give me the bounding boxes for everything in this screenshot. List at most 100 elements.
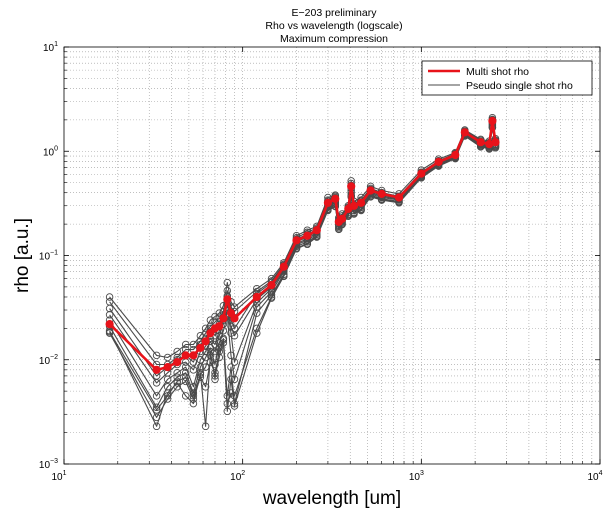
data-point (181, 373, 190, 381)
y-tick-label: 10−3 (39, 458, 58, 471)
series-line (109, 117, 497, 359)
data-point (206, 347, 215, 356)
data-point (196, 363, 205, 371)
data-point (230, 358, 239, 366)
data-point (196, 370, 205, 379)
data-point (206, 316, 215, 324)
data-point (163, 363, 172, 372)
data-point (201, 363, 210, 371)
data-point (357, 206, 365, 215)
data-point (105, 311, 114, 319)
data-point (267, 281, 276, 290)
x-tick-label: 102 (230, 470, 245, 483)
data-point (292, 236, 301, 245)
y-tick-label: 101 (43, 41, 58, 54)
data-point (201, 337, 210, 346)
data-point (223, 407, 232, 416)
data-point (211, 375, 219, 384)
data-point (105, 293, 114, 301)
data-point (181, 340, 190, 349)
data-point (253, 329, 261, 337)
data-point (152, 406, 161, 414)
x-tick-label: 101 (51, 470, 66, 483)
data-point (252, 292, 261, 302)
data-point (163, 375, 172, 384)
data-point (223, 286, 232, 295)
data-point (253, 309, 261, 317)
data-point (152, 351, 161, 360)
data-point (201, 383, 210, 391)
grid (64, 47, 600, 464)
data-point (377, 189, 386, 198)
data-point (451, 150, 460, 160)
data-point (417, 169, 426, 178)
data-point (189, 399, 198, 408)
data-point (152, 365, 161, 374)
data-point (323, 198, 332, 207)
y-tick-label: 10−1 (39, 250, 58, 263)
data-point (347, 182, 356, 191)
data-point (196, 343, 205, 352)
y-tick-label: 10−2 (39, 354, 58, 367)
data-point (219, 336, 228, 344)
data-point (303, 240, 312, 249)
data-point (338, 214, 347, 223)
series-line (109, 127, 497, 412)
data-point (189, 351, 198, 360)
data-point (280, 272, 288, 281)
x-axis-label: wavelength [um] (262, 488, 401, 509)
legend: Multi shot rho Pseudo single shot rho (421, 60, 593, 96)
series-line (108, 119, 497, 372)
series-multi-shot (105, 116, 500, 374)
data-point (105, 298, 114, 306)
data-point (181, 392, 190, 400)
data-point (201, 422, 210, 431)
data-point (173, 347, 181, 356)
axis-ticks: 101 102 103 104 10−3 10−2 10−1 100 101 (39, 41, 603, 483)
data-point (105, 320, 114, 329)
data-point (105, 304, 114, 313)
data-point (230, 314, 239, 323)
data-point (223, 278, 232, 287)
data-point (181, 369, 190, 377)
data-point (303, 231, 312, 240)
chart-title-line-2: Rho vs wavelength (logscale) (265, 20, 402, 32)
data-point (163, 392, 172, 400)
legend-label: Pseudo single shot rho (466, 80, 573, 92)
data-point (227, 329, 235, 337)
data-point (223, 295, 232, 304)
data-point (349, 201, 359, 210)
series-pseudo-single-shot-9 (105, 124, 500, 416)
data-point (227, 351, 235, 360)
chart-title-line-3: Maximum compression (280, 33, 388, 45)
data-point (253, 303, 261, 311)
chart-title: E−203 preliminary Rho vs wavelength (log… (265, 7, 402, 45)
data-point (173, 369, 181, 377)
data-point (476, 138, 485, 147)
data-point (189, 392, 198, 400)
data-point (230, 402, 239, 410)
series-line (109, 126, 497, 418)
data-point (215, 322, 224, 331)
data-point (105, 328, 114, 336)
data-point (173, 358, 182, 367)
x-tick-label: 103 (409, 470, 424, 483)
data-point (152, 422, 161, 431)
data-point (152, 379, 161, 387)
data-point (357, 198, 366, 207)
data-point (331, 194, 340, 203)
data-point (312, 226, 321, 235)
data-point (460, 128, 469, 137)
y-axis-label: rho [a.u.] (12, 218, 33, 293)
data-point (196, 356, 205, 364)
data-point (491, 138, 500, 147)
data-point (434, 157, 443, 166)
series-layer (105, 113, 500, 431)
data-point (189, 366, 198, 374)
series-line (109, 124, 497, 408)
data-point (219, 326, 228, 335)
data-point (366, 186, 375, 195)
data-point (227, 375, 235, 384)
data-point (488, 116, 497, 126)
